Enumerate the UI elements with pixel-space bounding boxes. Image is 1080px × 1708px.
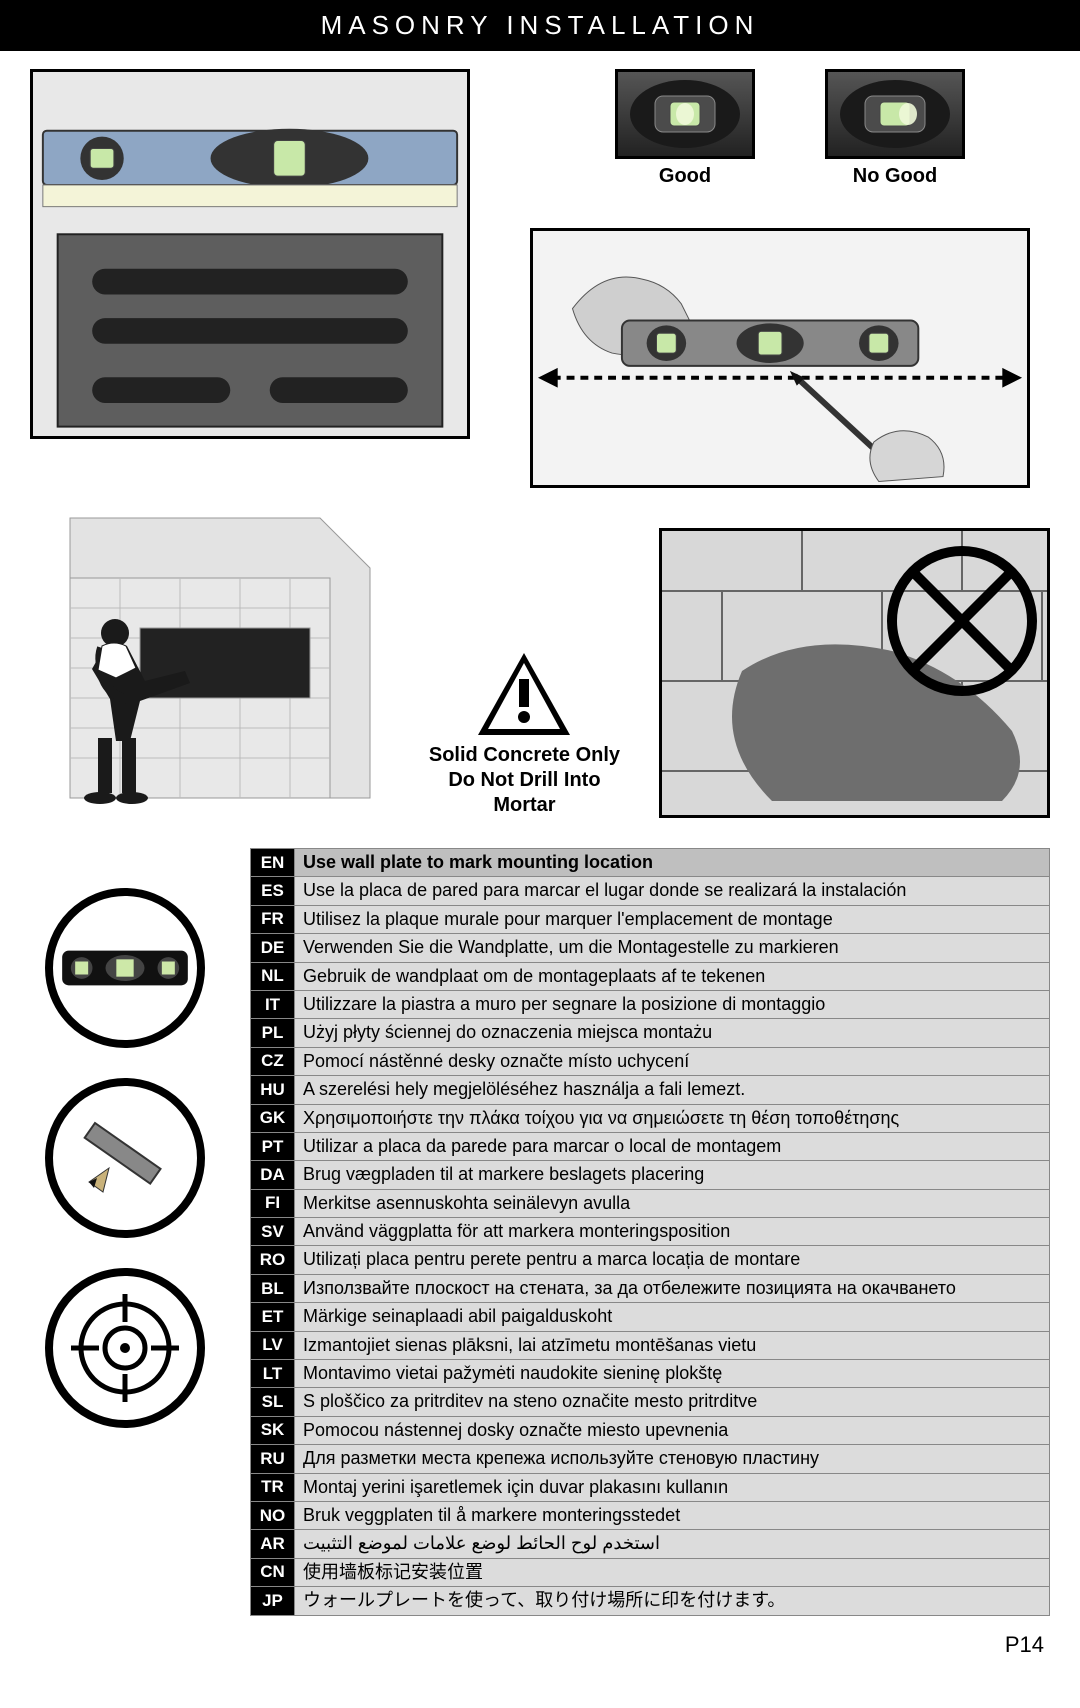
- lang-code: RU: [251, 1445, 295, 1473]
- lang-text: A szerelési hely megjelöléséhez használj…: [295, 1076, 1050, 1104]
- label-no-good: No Good: [853, 165, 937, 188]
- language-table: ENUse wall plate to mark mounting locati…: [250, 848, 1050, 1616]
- lang-code: DE: [251, 934, 295, 962]
- lang-text: Използвайте плоскост на стената, за да о…: [295, 1274, 1050, 1302]
- lang-code: SK: [251, 1416, 295, 1444]
- lang-code: ET: [251, 1303, 295, 1331]
- lang-text: Для разметки места крепежа используйте с…: [295, 1445, 1050, 1473]
- lang-code: HU: [251, 1076, 295, 1104]
- figure-mark-with-pencil: [530, 228, 1030, 488]
- page-title: MASONRY INSTALLATION: [0, 0, 1080, 51]
- lang-code: LV: [251, 1331, 295, 1359]
- lang-code: FR: [251, 905, 295, 933]
- lang-text: Utilisez la plaque murale pour marquer l…: [295, 905, 1050, 933]
- lang-code: CZ: [251, 1047, 295, 1075]
- warning-icon: [474, 649, 574, 739]
- lang-code: AR: [251, 1530, 295, 1558]
- lang-code: BL: [251, 1274, 295, 1302]
- lang-code: RO: [251, 1246, 295, 1274]
- lang-text: ウォールプレートを使って、取り付け場所に印を付けます。: [295, 1587, 1050, 1615]
- lang-text: Montavimo vietai pažymėti naudokite sien…: [295, 1360, 1050, 1388]
- lang-text: Χρησιμοποιήστε την πλάκα τοίχου για να σ…: [295, 1104, 1050, 1132]
- figure-level-on-bracket: [30, 69, 470, 439]
- figure-no-mortar: [659, 528, 1050, 818]
- lang-code: JP: [251, 1587, 295, 1615]
- lang-text: Use la placa de pared para marcar el lug…: [295, 877, 1050, 905]
- lang-text: Verwenden Sie die Wandplatte, um die Mon…: [295, 934, 1050, 962]
- lang-code: IT: [251, 990, 295, 1018]
- label-good: Good: [659, 165, 711, 188]
- lang-text: Bruk veggplaten til å markere monterings…: [295, 1501, 1050, 1529]
- lang-code: SV: [251, 1218, 295, 1246]
- lang-code: EN: [251, 849, 295, 877]
- page-number: P14: [0, 1616, 1080, 1658]
- warning-line2: Do Not Drill Into Mortar: [448, 769, 600, 816]
- lang-text: Use wall plate to mark mounting location: [295, 849, 1050, 877]
- lang-text: Pomocou nástennej dosky označte miesto u…: [295, 1416, 1050, 1444]
- figure-bubble-no-good: [825, 69, 965, 159]
- lang-code: NO: [251, 1501, 295, 1529]
- lang-text: Pomocí nástěnné desky označte místo uchy…: [295, 1047, 1050, 1075]
- lang-text: Utilizați placa pentru perete pentru a m…: [295, 1246, 1050, 1274]
- lang-code: PL: [251, 1019, 295, 1047]
- lang-code: LT: [251, 1360, 295, 1388]
- lang-text: Merkitse asennuskohta seinälevyn avulla: [295, 1189, 1050, 1217]
- lang-text: Użyj płyty ściennej do oznaczenia miejsc…: [295, 1019, 1050, 1047]
- lang-text: 使用墙板标记安装位置: [295, 1558, 1050, 1586]
- figure-person-bricks: [30, 498, 390, 818]
- level-icon: [45, 888, 205, 1048]
- lang-text: Izmantojiet sienas plāksni, lai atzīmetu…: [295, 1331, 1050, 1359]
- lang-text: Montaj yerini işaretlemek için duvar pla…: [295, 1473, 1050, 1501]
- lang-code: PT: [251, 1132, 295, 1160]
- lang-text: Utilizar a placa da parede para marcar o…: [295, 1132, 1050, 1160]
- warning-line1: Solid Concrete Only: [429, 744, 620, 766]
- lang-code: TR: [251, 1473, 295, 1501]
- lang-text: Använd väggplatta för att markera monter…: [295, 1218, 1050, 1246]
- lang-code: SL: [251, 1388, 295, 1416]
- lang-text: Märkige seinaplaadi abil paigalduskoht: [295, 1303, 1050, 1331]
- lang-code: FI: [251, 1189, 295, 1217]
- figure-bubble-good: [615, 69, 755, 159]
- pencil-icon: [45, 1078, 205, 1238]
- lang-code: ES: [251, 877, 295, 905]
- lang-text: استخدم لوح الحائط لوضع علامات لموضع التث…: [295, 1530, 1050, 1558]
- lang-text: Brug vægpladen til at markere beslagets …: [295, 1161, 1050, 1189]
- lang-text: Gebruik de wandplaat om de montageplaats…: [295, 962, 1050, 990]
- lang-code: CN: [251, 1558, 295, 1586]
- lang-text: S ploščico za pritrditev na steno označi…: [295, 1388, 1050, 1416]
- target-icon: [45, 1268, 205, 1428]
- lang-code: NL: [251, 962, 295, 990]
- warning-text: Solid Concrete Only Do Not Drill Into Mo…: [420, 743, 629, 818]
- lang-code: DA: [251, 1161, 295, 1189]
- lang-text: Utilizzare la piastra a muro per segnare…: [295, 990, 1050, 1018]
- lang-code: GK: [251, 1104, 295, 1132]
